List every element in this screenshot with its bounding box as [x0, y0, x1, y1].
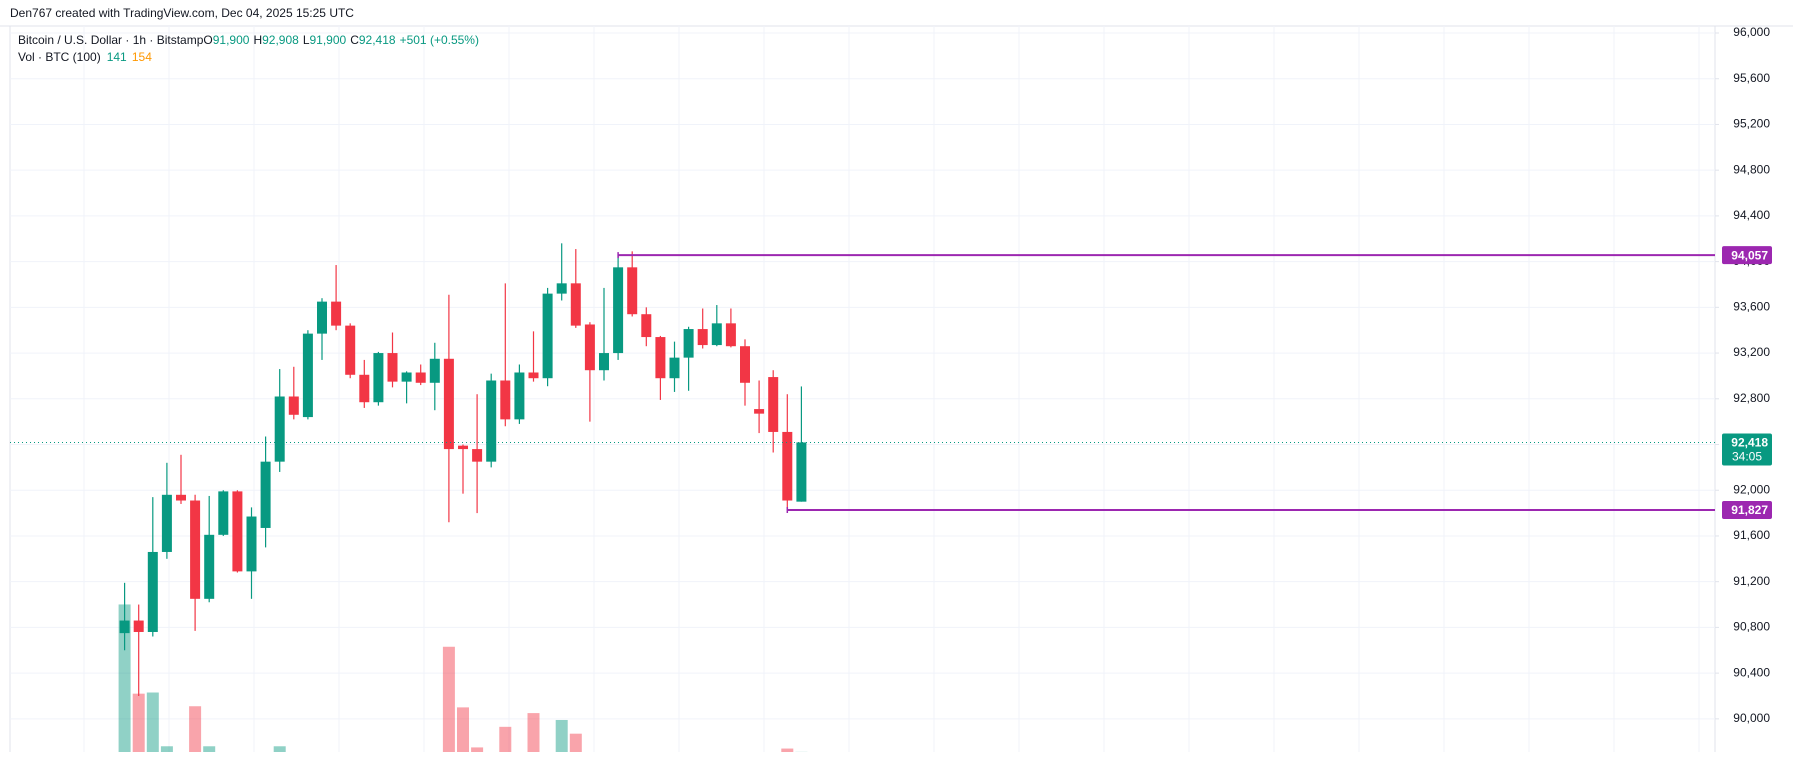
volume-bar	[499, 727, 511, 752]
countdown: 34:05	[1732, 450, 1762, 464]
candle-body	[514, 372, 524, 419]
candle-body	[176, 495, 186, 501]
candle-body	[557, 283, 567, 293]
volume-bar	[570, 734, 582, 752]
candle-body	[232, 491, 242, 571]
y-tick-label: 94,800	[1733, 162, 1770, 176]
candle-body	[120, 621, 130, 634]
candle-body	[402, 372, 412, 381]
ohlc-label: O	[203, 33, 212, 47]
candle-body	[500, 380, 510, 419]
y-tick-label: 93,600	[1733, 300, 1770, 314]
candle-body	[726, 323, 736, 346]
change: +501 (+0.55%)	[400, 33, 479, 47]
candle-body	[373, 353, 383, 402]
candle-body	[571, 283, 581, 325]
candle-body	[204, 535, 214, 599]
candle-body	[247, 517, 257, 572]
candle-body	[754, 409, 764, 414]
candle-body	[317, 302, 327, 334]
candle-body	[613, 267, 623, 353]
volume-bar	[781, 749, 793, 752]
candle-body	[444, 359, 454, 449]
y-tick-label: 96,000	[1733, 25, 1770, 39]
ohlc-value: 92,908	[262, 33, 299, 47]
symbol: Bitcoin / U.S. Dollar · 1h · Bitstamp	[18, 33, 204, 47]
y-tick-label: 91,600	[1733, 528, 1770, 542]
y-tick-label: 90,400	[1733, 665, 1770, 679]
candle-body	[627, 267, 637, 314]
candle-body	[655, 337, 665, 378]
candle-body	[543, 294, 553, 379]
candle-body	[529, 372, 539, 378]
ohlc-value: 91,900	[213, 33, 250, 47]
volume-legend: Vol · BTC (100) 141 154	[18, 50, 152, 64]
volume-ma: 154	[132, 50, 152, 64]
volume-bar	[203, 746, 215, 752]
candle-body	[599, 353, 609, 370]
candle-body	[190, 501, 200, 599]
candle-body	[345, 326, 355, 375]
y-tick-label: 90,000	[1733, 711, 1770, 725]
candle-body	[585, 324, 595, 370]
candle-body	[684, 329, 694, 358]
candle-body	[261, 462, 271, 528]
volume-value: 141	[107, 50, 127, 64]
candle-body	[388, 353, 398, 382]
candle-body	[416, 372, 426, 382]
volume-bar	[189, 706, 201, 752]
y-tick-label: 92,800	[1733, 391, 1770, 405]
candle-body	[670, 358, 680, 379]
candle-body	[148, 552, 158, 632]
candle-body	[331, 302, 341, 326]
ohlc-label: C	[350, 33, 359, 47]
candle-body	[218, 491, 228, 534]
candle-body	[796, 442, 806, 501]
volume-label: Vol · BTC (100)	[18, 50, 101, 64]
y-tick-label: 90,800	[1733, 620, 1770, 634]
candle-body	[275, 397, 285, 462]
y-tick-label: 95,200	[1733, 117, 1770, 131]
ohlc-label: H	[253, 33, 262, 47]
volume-bar	[556, 720, 568, 752]
candle-body	[698, 329, 708, 345]
y-tick-label: 95,600	[1733, 71, 1770, 85]
candle-body	[134, 621, 144, 632]
volume-bar	[274, 746, 286, 752]
level-label: 94,057	[1731, 248, 1768, 262]
candle-body	[162, 495, 172, 552]
candle-body	[712, 323, 722, 345]
candle-body	[768, 377, 778, 432]
level-label: 91,827	[1731, 503, 1768, 517]
volume-bar	[161, 746, 173, 752]
volume-bar	[457, 707, 469, 752]
y-tick-label: 93,200	[1733, 345, 1770, 359]
volume-bar	[528, 713, 540, 752]
candle-body	[359, 375, 369, 402]
volume-bar	[443, 647, 455, 752]
y-tick-label: 94,400	[1733, 208, 1770, 222]
candle-body	[458, 446, 468, 449]
candle-body	[430, 359, 440, 383]
y-tick-label: 92,000	[1733, 482, 1770, 496]
volume-bar	[147, 693, 159, 752]
candle-body	[289, 397, 299, 415]
candle-body	[641, 314, 651, 337]
volume-bar	[133, 694, 145, 752]
candle-body	[740, 346, 750, 383]
symbol-legend: Bitcoin / U.S. Dollar · 1h · BitstampO91…	[18, 33, 479, 47]
y-tick-label: 91,200	[1733, 574, 1770, 588]
candle-body	[486, 380, 496, 461]
ohlc-value: 91,900	[310, 33, 347, 47]
candle-body	[472, 449, 482, 462]
last-price-label: 92,418	[1731, 436, 1768, 450]
candle-body	[303, 334, 313, 417]
ohlc-value: 92,418	[359, 33, 396, 47]
volume-bar	[471, 747, 483, 752]
attribution: Den767 created with TradingView.com, Dec…	[10, 6, 354, 20]
